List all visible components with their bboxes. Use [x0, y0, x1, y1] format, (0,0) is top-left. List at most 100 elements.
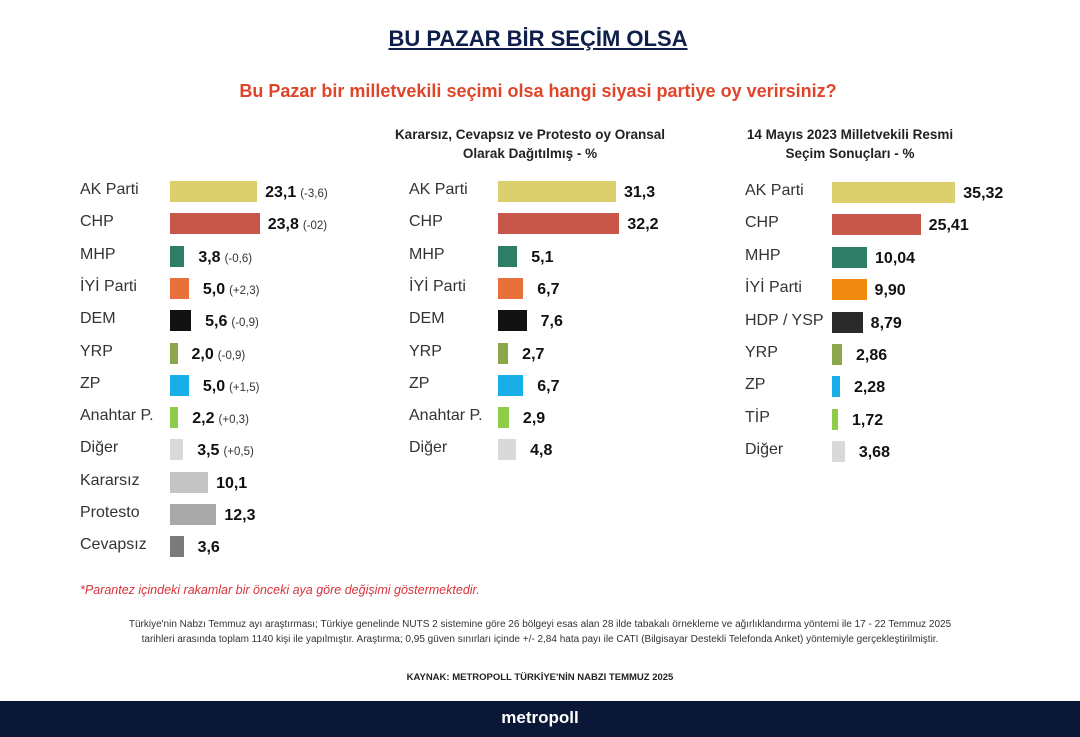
bar: [832, 408, 838, 430]
category-label: CHP: [80, 213, 114, 231]
change-label: (+0,3): [218, 414, 249, 427]
data-label: 2,86: [856, 347, 887, 365]
data-label: 7,6: [541, 313, 563, 331]
bar: [498, 374, 524, 396]
category-label: TİP: [745, 408, 770, 426]
category-label: ZP: [745, 376, 766, 394]
data-label: 31,3: [624, 184, 655, 202]
chart-3-title: 14 Mayıs 2023 Milletvekili Resmi Seçim S…: [746, 127, 954, 161]
category-label: YRP: [745, 344, 778, 361]
bar: [498, 213, 620, 235]
data-label: 10,1: [216, 475, 247, 493]
value-label: 3,68: [858, 444, 890, 462]
category-label: Cevapsız: [80, 536, 147, 554]
category-label: HDP / YSP: [745, 311, 824, 329]
value-label: 3,5: [197, 442, 220, 460]
data-label: 6,7: [537, 281, 559, 299]
value-label: 3,6: [197, 539, 220, 557]
change-label: (-0,6): [224, 252, 253, 265]
bar: [498, 439, 517, 461]
value-label: 7,6: [540, 313, 563, 331]
value-label: 6,7: [537, 377, 560, 395]
bar: [170, 245, 185, 267]
category-label: Diğer: [409, 439, 448, 457]
category-label: YRP: [409, 342, 442, 360]
value-label: 5,6: [205, 313, 228, 331]
category-label: İYİ Parti: [80, 277, 137, 295]
data-label: 10,04: [875, 250, 915, 268]
value-label: 2,7: [522, 345, 545, 363]
bar: [170, 277, 189, 299]
value-label: 5,0: [202, 280, 226, 298]
value-label: 4,8: [530, 442, 553, 460]
category-label: AK Parti: [409, 181, 468, 198]
data-label: 2,2 (+0,3): [192, 410, 249, 428]
change-label: (-3,6): [300, 188, 328, 200]
data-label: 8,79: [871, 315, 902, 333]
data-label: 4,8: [530, 442, 552, 460]
data-label: 2,0 (-0,9): [192, 346, 246, 364]
category-label: DEM: [80, 310, 116, 328]
bar: [170, 342, 178, 364]
data-label: 23,8 (-02): [268, 216, 327, 234]
value-label: 8,79: [870, 314, 902, 332]
change-label: (+0,5): [223, 446, 254, 459]
bar: [832, 279, 867, 301]
bar: [170, 310, 192, 332]
data-label: 3,8 (-0,6): [198, 249, 252, 267]
bar: [832, 214, 921, 236]
data-label: 2,9: [523, 410, 545, 428]
data-label: 3,5 (+0,5): [197, 442, 254, 460]
bar: [170, 439, 184, 461]
category-label: İYİ Parti: [409, 277, 466, 295]
category-label: Anahtar P.: [409, 407, 483, 425]
page-title: BU PAZAR BİR SEÇİM OLSA: [388, 26, 688, 51]
change-label: (-0,9): [217, 349, 246, 362]
category-label: AK Parti: [745, 182, 804, 199]
methodology-line-1: Türkiye'nin Nabzı Temmuz ayı araştırması…: [128, 619, 952, 630]
bar: [170, 181, 258, 202]
data-label: 2,7: [522, 346, 544, 364]
methodology: Türkiye'nin Nabzı Temmuz ayı araştırması…: [60, 617, 1020, 647]
data-label: 6,7: [537, 378, 559, 396]
footer-bar: metropoll: [0, 701, 1080, 737]
category-label: MHP: [80, 245, 116, 263]
bar: [832, 246, 868, 268]
value-label: 2,0: [191, 345, 214, 363]
category-label: MHP: [409, 245, 445, 263]
value-label: 6,7: [537, 280, 560, 298]
value-label: 2,9: [522, 410, 546, 428]
category-label: DEM: [409, 310, 445, 328]
footnote: *Parantez içindeki rakamlar bir önceki a…: [80, 583, 480, 597]
bar: [170, 407, 179, 429]
category-label: CHP: [409, 213, 443, 231]
bar: [170, 536, 184, 558]
bar: [170, 471, 209, 493]
value-label: 23,1: [265, 184, 297, 201]
data-label: 9,90: [875, 282, 906, 300]
value-label: 3,8: [198, 248, 221, 266]
change-label: (+2,3): [229, 284, 260, 297]
data-label: 32,2: [627, 216, 658, 234]
chart-2-title: Kararsız, Cevapsız ve Protesto oy Oransa…: [394, 127, 666, 161]
data-label: 2,28: [854, 379, 885, 397]
data-label: 3,6: [198, 539, 220, 557]
bar: [498, 181, 616, 202]
bar: [498, 245, 518, 267]
data-label: 3,68: [859, 444, 890, 462]
value-label: 5,1: [531, 248, 554, 266]
bar: [498, 310, 527, 332]
bar: [170, 374, 189, 396]
bar: [832, 182, 956, 203]
value-label: 35,32: [963, 185, 1004, 202]
data-label: 5,6 (-0,9): [205, 313, 259, 331]
data-label: 23,1 (-3,6): [265, 184, 328, 202]
value-label: 9,90: [874, 282, 906, 300]
data-label: 5,0 (+1,5): [203, 378, 260, 396]
value-label: 10,04: [875, 249, 916, 267]
category-label: ZP: [80, 374, 101, 392]
category-label: İYİ Parti: [745, 279, 802, 297]
bar: [170, 504, 217, 525]
bar: [832, 376, 840, 398]
bar: [832, 344, 842, 365]
